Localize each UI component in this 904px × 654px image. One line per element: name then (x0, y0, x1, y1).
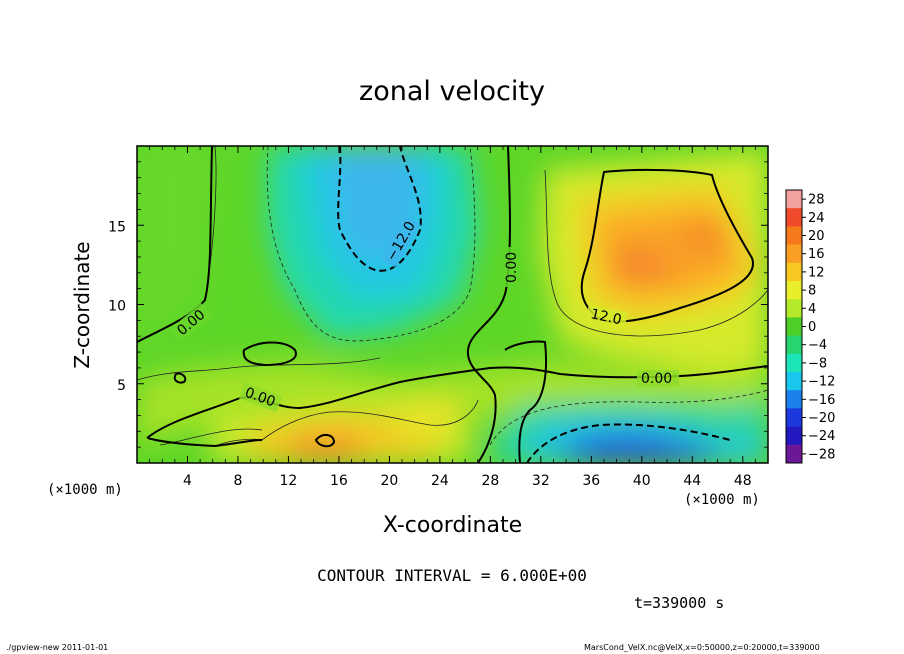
x-tick-label: 28 (481, 473, 499, 489)
contour-label: 12.0 (589, 306, 623, 328)
heatmap-field: 0.00 0.00 0.00 0.00 12.0 −12.0 (137, 146, 768, 463)
y-axis-label: Z-coordinate (70, 241, 94, 369)
y-tick-label: 5 (117, 378, 126, 394)
colorbar-swatch (786, 335, 802, 355)
x-tick-label: 8 (233, 473, 242, 489)
colorbar-label: −24 (808, 429, 835, 444)
colorbar-label: 0 (808, 320, 816, 335)
colorbar-label: 24 (808, 211, 825, 226)
colorbar-swatch (786, 317, 802, 336)
colorbar-swatch (786, 208, 802, 227)
contour-interval-note: CONTOUR INTERVAL = 6.000E+00 (317, 566, 587, 585)
colorbar-label: −4 (808, 338, 827, 353)
y-tick-label: 10 (108, 299, 126, 315)
colorbar-label: 12 (808, 265, 825, 280)
x-tick-label: 44 (683, 473, 701, 489)
colorbar-label: −12 (808, 375, 835, 390)
colorbar-swatch (786, 262, 802, 282)
contour-label: 0.00 (504, 252, 520, 283)
y-axis-ticks: 5 10 15 (108, 161, 768, 448)
colorbar: 28 24 20 16 12 8 4 0 −4 −8 −12 −16 −20 −24 −28 (785, 189, 835, 464)
colorbar-label: 16 (808, 247, 825, 262)
colorbar-swatch (786, 444, 802, 464)
colorbar-swatch (786, 426, 802, 446)
x-unit-label-left: (×1000 m) (47, 482, 123, 498)
x-tick-label: 20 (380, 473, 398, 489)
x-tick-label: 24 (431, 473, 449, 489)
x-tick-label: 12 (280, 473, 298, 489)
x-axis-label: X-coordinate (382, 513, 523, 538)
y-tick-label: 15 (108, 219, 126, 235)
x-tick-label: 36 (582, 473, 600, 489)
colorbar-swatch (786, 226, 802, 245)
colorbar-swatch (786, 299, 802, 318)
colorbar-swatch (786, 281, 802, 300)
chart-title: zonal velocity (359, 76, 545, 107)
colorbar-label: 20 (808, 229, 825, 244)
colorbar-label: 8 (808, 284, 816, 299)
colorbar-label: −16 (808, 393, 835, 408)
time-annotation: t=339000 s (634, 594, 725, 612)
x-axis-ticks: 4 8 12 16 20 24 28 32 36 40 44 48 (149, 146, 756, 489)
colorbar-label: −28 (808, 447, 835, 462)
x-tick-label: 40 (633, 473, 651, 489)
colorbar-swatch (786, 190, 802, 209)
x-tick-label: 16 (330, 473, 348, 489)
colorbar-swatch (786, 244, 802, 264)
colorbar-swatch (786, 353, 802, 373)
colorbar-label: −8 (808, 356, 827, 371)
colorbar-swatch (786, 408, 802, 427)
x-tick-label: 32 (532, 473, 550, 489)
colorbar-swatch (786, 372, 802, 391)
colorbar-label: −20 (808, 411, 835, 426)
colorbar-label: 4 (808, 302, 816, 317)
x-unit-label-right: (×1000 m) (684, 492, 760, 508)
x-tick-label: 48 (734, 473, 752, 489)
footer-right-text: MarsCond_VelX.nc@VelX,x=0:50000,z=0:2000… (584, 643, 820, 652)
colorbar-label: 28 (808, 193, 825, 208)
colorbar-swatch (786, 390, 802, 409)
contour-label: 0.00 (641, 371, 672, 387)
footer-left-text: ./gpview-new 2011-01-01 (6, 643, 109, 652)
x-tick-label: 4 (183, 473, 192, 489)
